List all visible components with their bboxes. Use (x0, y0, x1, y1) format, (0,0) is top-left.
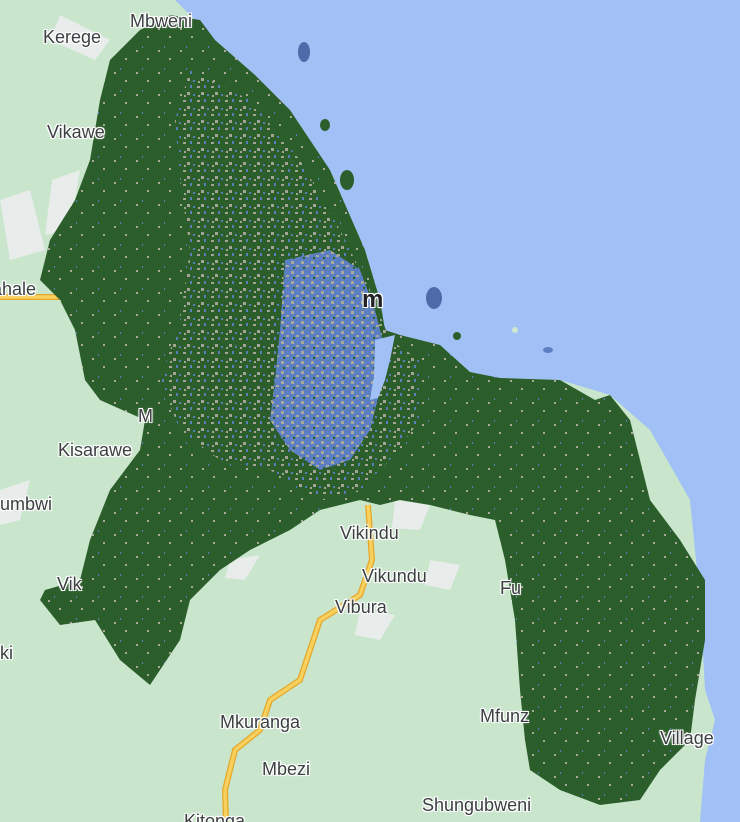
label-vibura: Vibura (335, 597, 387, 617)
island (340, 170, 354, 190)
label-kerege: Kerege (43, 27, 102, 47)
island (320, 119, 330, 131)
label-ki: ki (0, 643, 13, 663)
label-village: Village (660, 728, 714, 748)
ocean (175, 0, 740, 822)
label-m: M (138, 406, 153, 426)
island (426, 287, 442, 309)
label-mkuranga: Mkuranga (220, 712, 301, 732)
label-vikindu: Vikindu (340, 523, 399, 543)
label-mbweni: Mbweni (130, 11, 193, 31)
label-dar-es-salaam: m (362, 286, 384, 313)
label-vikawe: Vikawe (47, 122, 105, 142)
minor-areas (0, 15, 460, 640)
label-vikundu: Vikundu (362, 566, 427, 586)
island (543, 347, 553, 353)
harbour-inlet (370, 335, 395, 400)
label-mbwi: umbwi (0, 494, 53, 514)
island (298, 42, 310, 62)
label-mbezi: Mbezi (262, 759, 311, 779)
label-kisarawe: Kisarawe (58, 440, 133, 460)
label-shungubweni: Shungubweni (422, 795, 532, 815)
island (512, 327, 518, 333)
label-chalinze: ahale (0, 279, 37, 299)
label-fu: Fu (500, 578, 522, 598)
label-kitonga: Kitonga (184, 811, 246, 822)
urban-core (270, 250, 385, 470)
label-mfunzi: Mfunz (480, 706, 530, 726)
island (453, 332, 461, 340)
label-vik: Vik (57, 574, 82, 594)
